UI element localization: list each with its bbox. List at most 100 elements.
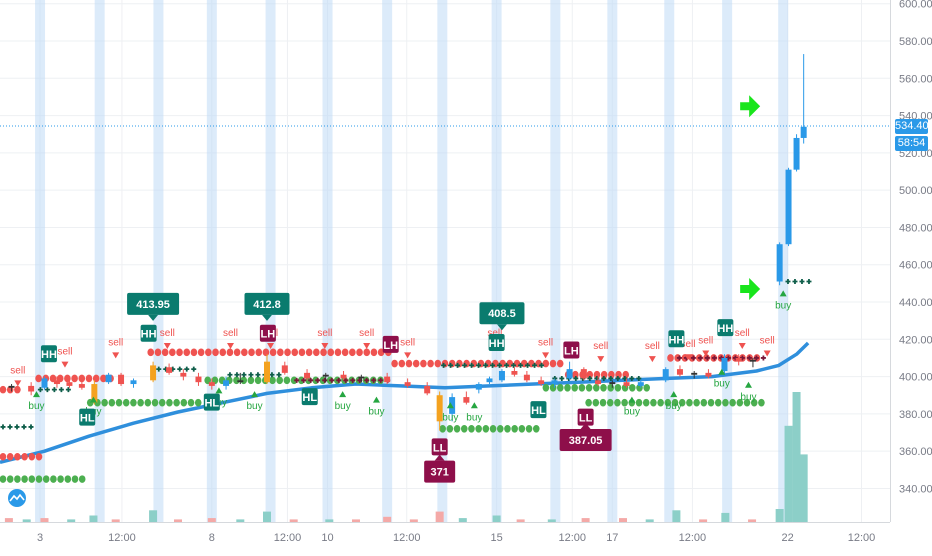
support-dot: [240, 376, 247, 385]
plus-marker: [241, 372, 247, 378]
session-band: [265, 0, 276, 522]
plus-marker: [184, 366, 190, 372]
candle-body: [180, 372, 187, 377]
volume-bar: [352, 519, 360, 522]
volume-bar: [784, 425, 793, 522]
sell-triangle-icon: [404, 352, 412, 359]
resistance-dot: [14, 385, 21, 394]
resistance-dot: [6, 452, 14, 461]
resistance-dot: [35, 374, 42, 383]
candle-body: [340, 374, 347, 379]
resistance-dot: [269, 348, 277, 357]
price-callout-pointer: [496, 324, 507, 331]
volume-bar: [699, 519, 708, 522]
pivot-label-text: HH: [489, 338, 505, 350]
resistance-dot: [78, 374, 86, 383]
volume-bar: [22, 519, 31, 522]
volume-bar: [775, 509, 784, 522]
buy-signal-label: buy: [335, 401, 351, 412]
sell-signal-label: sell: [760, 335, 775, 346]
plus-marker: [156, 366, 162, 372]
plus-marker: [227, 372, 233, 378]
time-axis[interactable]: 3 12:00 8 12:00 10 12:00 15 12:00 17 12:00 22 12:00: [0, 522, 890, 551]
sell-signal-label: sell: [317, 328, 332, 339]
sell-signal-label: sell: [400, 337, 415, 348]
plus-marker: [697, 355, 703, 361]
green-arrow-icon: [740, 95, 761, 118]
time-tick-label: 12:00: [559, 532, 587, 544]
resistance-dot: [341, 348, 349, 357]
plus-marker: [587, 375, 593, 381]
time-tick-label: 15: [490, 532, 502, 544]
support-dot: [144, 398, 152, 407]
resistance-dot: [572, 370, 579, 379]
support-dot: [233, 376, 240, 385]
candle-body: [237, 380, 244, 383]
pivot-label-box: [382, 335, 399, 353]
support-dot: [671, 398, 679, 407]
price-tick-label: 500.00: [899, 185, 932, 197]
candle-body: [118, 374, 125, 385]
candle-body: [223, 380, 230, 386]
time-tick-label: 10: [321, 532, 333, 544]
chart-plot-area[interactable]: sell sell sell sell sell sell sell sell sell sell…: [0, 0, 890, 522]
plus-marker: [65, 387, 71, 393]
pivot-label-box: [577, 408, 594, 426]
candle-body: [785, 169, 792, 245]
sell-signal-label: sell: [538, 337, 553, 348]
plus-marker: [322, 377, 328, 383]
resistance-dot: [0, 385, 7, 394]
moving-average-line: [0, 341, 810, 464]
resistance-dot: [255, 348, 263, 357]
candle-body: [749, 359, 756, 362]
session-band: [607, 0, 618, 522]
support-dot: [664, 398, 672, 407]
price-axis[interactable]: 340.00 360.00 380.00 400.00 420.00 440.00 460.…: [890, 0, 932, 522]
plus-marker: [294, 377, 300, 383]
price-tick-label: 440.00: [899, 297, 932, 309]
support-dot: [496, 424, 504, 433]
time-tick-label: 12:00: [393, 532, 421, 544]
volume-bar: [263, 511, 271, 522]
plus-marker: [308, 377, 314, 383]
support-dot: [629, 383, 636, 392]
support-dot: [137, 398, 144, 407]
candle-body: [8, 385, 15, 388]
support-dot: [14, 475, 21, 483]
support-dot: [64, 475, 72, 483]
price-tick-label: 600.00: [899, 0, 932, 11]
session-band: [778, 0, 789, 522]
plus-marker: [532, 362, 538, 368]
candle-body: [776, 244, 783, 282]
buy-signal-label: buy: [466, 412, 482, 423]
support-dot: [643, 383, 650, 392]
price-callout-pointer: [148, 314, 159, 321]
price-tick-label: 380.00: [899, 409, 932, 421]
resistance-dot: [226, 348, 234, 357]
resistance-dot: [320, 348, 327, 357]
support-dot: [714, 398, 722, 407]
support-dot: [607, 383, 614, 392]
pivot-label-text: LH: [383, 340, 398, 352]
support-dot: [758, 398, 765, 407]
candle-body: [166, 367, 173, 373]
session-band: [437, 0, 448, 522]
volume-bar: [40, 518, 49, 522]
plus-marker: [37, 387, 43, 393]
pivot-label-text: HH: [668, 334, 684, 346]
plus-marker: [525, 362, 531, 368]
resistance-dot: [549, 359, 557, 368]
volume-bar: [492, 515, 501, 522]
support-dot: [585, 398, 592, 407]
volume-bar: [149, 510, 158, 522]
plus-marker: [28, 424, 34, 430]
sell-signal-label: sell: [680, 339, 695, 350]
resistance-dot: [305, 348, 313, 357]
support-dot: [635, 398, 643, 407]
support-dot: [269, 376, 276, 385]
resistance-dot: [291, 348, 299, 357]
candle-body: [384, 376, 391, 383]
session-band: [35, 0, 46, 522]
resistance-dot: [100, 374, 107, 383]
